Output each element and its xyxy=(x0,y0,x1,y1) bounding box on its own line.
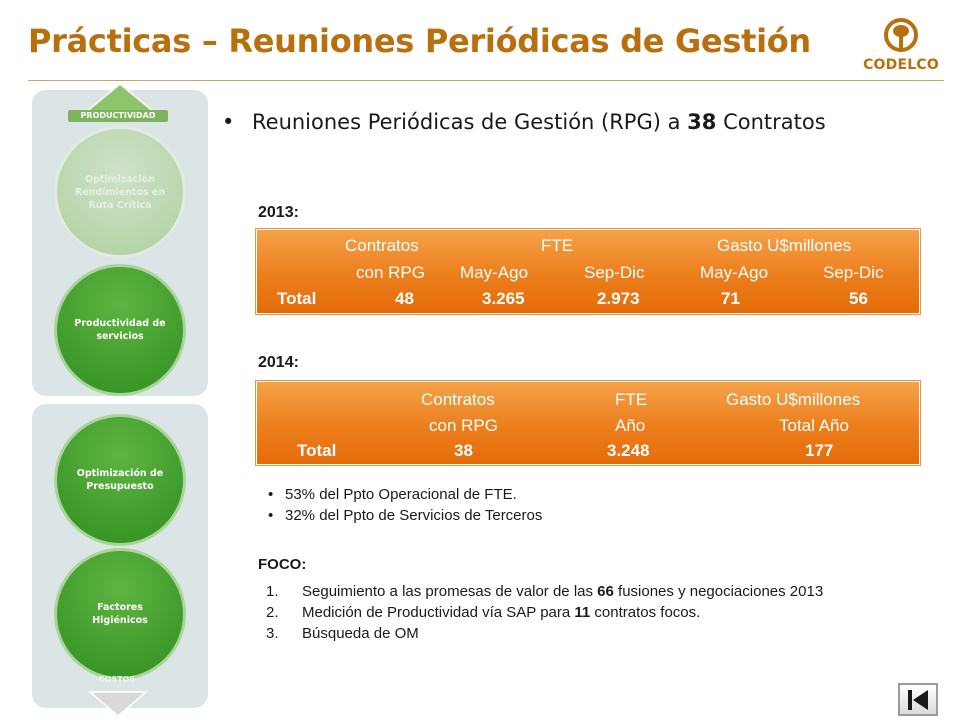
list-item: • 53% del Ppto Operacional de FTE. xyxy=(268,486,517,503)
header-fte: FTE xyxy=(615,390,648,409)
total-label: Total xyxy=(297,441,337,460)
main-bullet: • Reuniones Periódicas de Gestión (RPG) … xyxy=(222,106,862,138)
header-fte-ano: Año xyxy=(615,416,646,435)
first-slide-button[interactable] xyxy=(898,683,938,716)
year-2013-label: 2013: xyxy=(258,204,299,221)
table-2013: Contratos FTE Gasto U$millones con RPG M… xyxy=(256,229,920,314)
foco-list: 1. Seguimiento a las promesas de valor d… xyxy=(266,581,908,644)
bullet-dot: • xyxy=(222,110,235,134)
total-gasto-sep-dic: 56 xyxy=(849,289,868,308)
header-fte-sep-dic: Sep-Dic xyxy=(584,263,645,282)
table-2014: Contratos FTE Gasto U$millones con RPG A… xyxy=(256,381,920,465)
year-2014-label: 2014: xyxy=(258,354,299,371)
logo-text: CODELCO xyxy=(863,57,939,73)
circle-productividad-servicios: Productividad de servicios xyxy=(54,264,186,396)
list-item: 1. Seguimiento a las promesas de valor d… xyxy=(266,583,824,600)
header-gasto: Gasto U$millones xyxy=(726,390,861,409)
header-total-ano: Total Año xyxy=(779,416,849,435)
codelco-emblem-icon xyxy=(884,18,918,52)
total-contratos: 38 xyxy=(454,441,473,460)
main-bullet-text: Reuniones Periódicas de Gestión (RPG) a xyxy=(252,110,681,134)
header-contratos: Contratos xyxy=(345,236,419,255)
list-item: 3. Búsqueda de OM xyxy=(266,625,419,642)
header-gasto: Gasto U$millones xyxy=(717,236,852,255)
arrow-down-icon xyxy=(87,691,149,717)
list-item: • 32% del Ppto de Servicios de Terceros xyxy=(268,507,543,524)
page-title: Prácticas – Reuniones Periódicas de Gest… xyxy=(28,22,811,60)
header-fte: FTE xyxy=(541,236,574,255)
total-fte-sep-dic: 2.973 xyxy=(597,289,640,308)
productividad-label: PRODUCTIVIDAD xyxy=(68,110,168,122)
title-divider xyxy=(28,80,944,81)
header-fte-may-ago: May-Ago xyxy=(460,263,529,282)
header-gasto-may-ago: May-Ago xyxy=(700,263,769,282)
total-fte: 3.248 xyxy=(607,441,650,460)
total-gasto-may-ago: 71 xyxy=(721,289,740,308)
foco-title: FOCO: xyxy=(258,556,307,573)
header-gasto-sep-dic: Sep-Dic xyxy=(823,263,884,282)
main-bullet-suffix: Contratos xyxy=(723,110,826,134)
total-fte-may-ago: 3.265 xyxy=(482,289,525,308)
total-contratos: 48 xyxy=(395,289,414,308)
first-slide-icon xyxy=(908,689,928,710)
header-con-rpg: con RPG xyxy=(356,263,425,282)
circle-optimizacion-rendimientos: Optimización Rendimientos en Ruta Crític… xyxy=(54,126,186,258)
contracts-count: 38 xyxy=(687,110,717,134)
total-gasto: 177 xyxy=(805,441,834,460)
header-con-rpg: con RPG xyxy=(429,416,498,435)
total-label: Total xyxy=(277,289,317,308)
budget-bullets: • 53% del Ppto Operacional de FTE. • 32% d… xyxy=(268,484,542,526)
list-item: 2. Medición de Productividad vía SAP par… xyxy=(266,604,701,621)
codelco-logo: CODELCO xyxy=(855,16,947,76)
circle-optimizacion-presupuesto: Optimización de Presupuesto xyxy=(54,414,186,546)
header-contratos: Contratos xyxy=(421,390,495,409)
costos-label: COSTOS xyxy=(98,675,136,684)
circle-factores-higienicos: Factores Higiénicos xyxy=(54,548,186,680)
